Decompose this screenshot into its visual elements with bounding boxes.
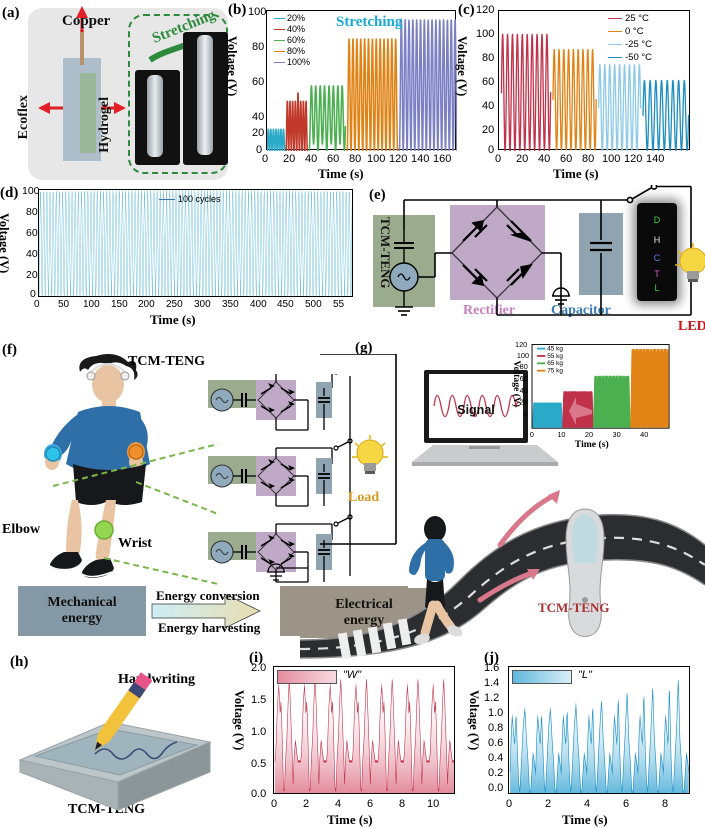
svg-text:L: L [654,283,659,293]
svg-text:D: D [654,215,661,225]
svg-text:T: T [654,269,660,279]
svg-text:Signal: Signal [457,403,495,417]
svg-text:C: C [654,253,661,263]
svg-text:H: H [654,235,661,245]
